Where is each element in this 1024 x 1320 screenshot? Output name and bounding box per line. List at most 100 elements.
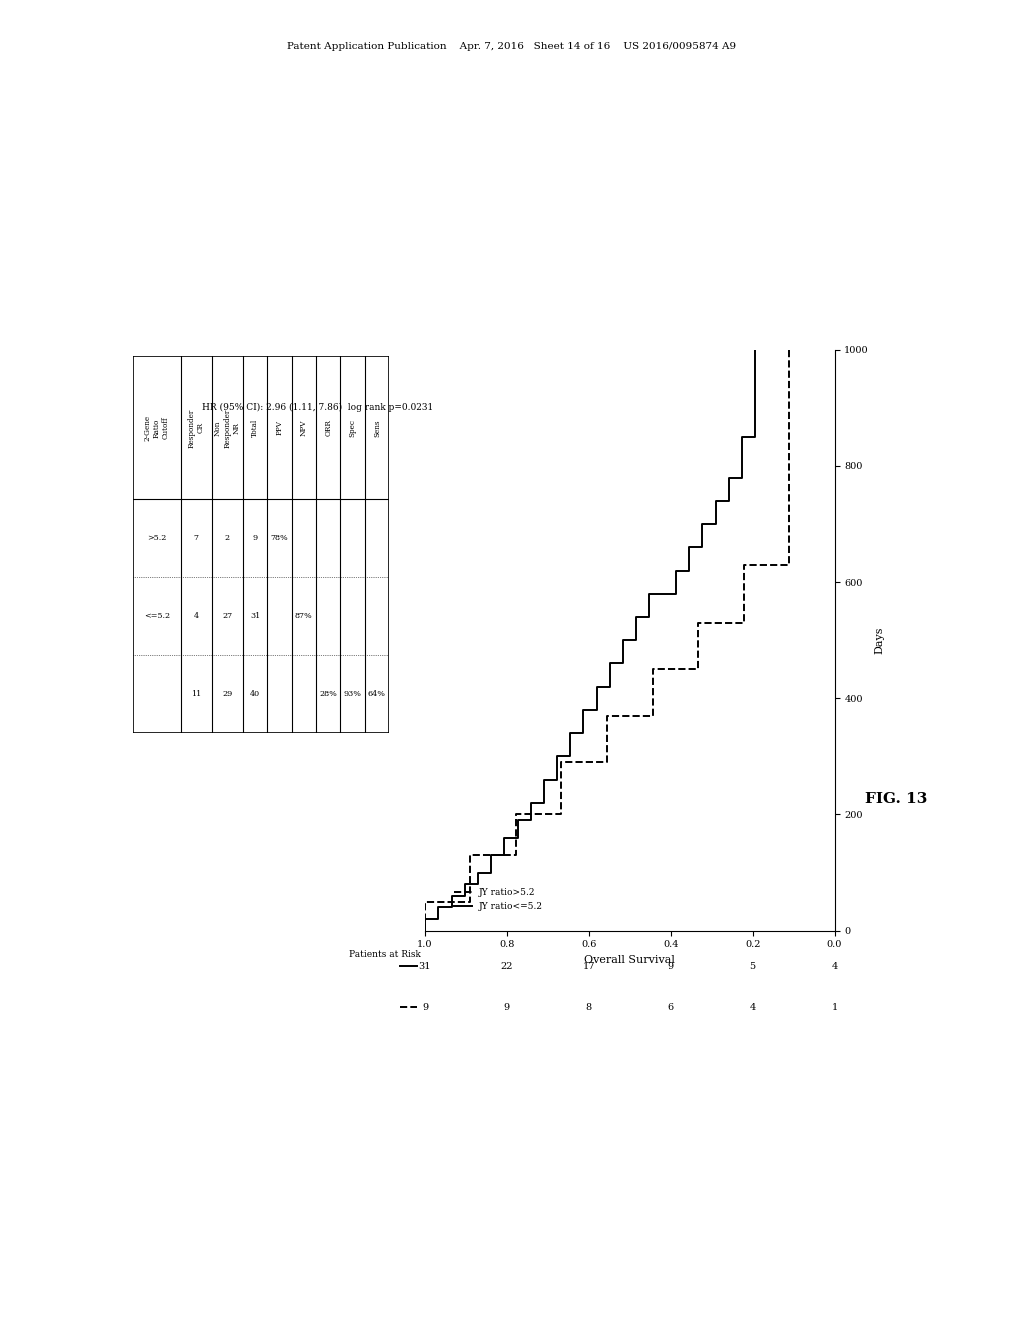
JY ratio>5.2: [555, 754, 567, 770]
Text: 9: 9: [253, 535, 258, 543]
JY ratio<=5.2: [670, 586, 682, 602]
JY ratio<=5.2: [472, 876, 484, 892]
JY ratio<=5.2: [564, 725, 577, 741]
Text: Patients at Risk: Patients at Risk: [349, 949, 421, 958]
JY ratio>5.2: [646, 661, 658, 677]
JY ratio<=5.2: [710, 492, 722, 508]
JY ratio>5.2: [510, 847, 522, 863]
Text: 7: 7: [194, 535, 199, 543]
Text: NPV: NPV: [300, 420, 308, 436]
JY ratio<=5.2: [499, 847, 511, 863]
Text: 2-Gene
Ratio
Cutoff: 2-Gene Ratio Cutoff: [143, 414, 170, 441]
JY ratio<=5.2: [643, 586, 655, 602]
JY ratio>5.2: [601, 708, 613, 723]
Text: Patent Application Publication    Apr. 7, 2016   Sheet 14 of 16    US 2016/00958: Patent Application Publication Apr. 7, 2…: [288, 42, 736, 51]
JY ratio<=5.2: [617, 632, 630, 648]
JY ratio<=5.2: [459, 876, 471, 892]
JY ratio<=5.2: [484, 865, 497, 880]
JY ratio<=5.2: [591, 702, 603, 718]
JY ratio<=5.2: [736, 429, 749, 445]
JY ratio<=5.2: [630, 609, 642, 624]
Text: 22: 22: [501, 961, 513, 970]
JY ratio<=5.2: [630, 632, 642, 648]
Text: 2: 2: [224, 535, 229, 543]
Text: 9: 9: [668, 961, 674, 970]
JY ratio<=5.2: [524, 795, 537, 810]
JY ratio>5.2: [783, 557, 796, 573]
JY ratio>5.2: [783, 342, 796, 358]
Text: 27: 27: [222, 612, 232, 620]
JY ratio<=5.2: [538, 772, 550, 788]
Text: HR (95% CI): 2.96 (1.11, 7.86)  log rank p=0.0231: HR (95% CI): 2.96 (1.11, 7.86) log rank …: [202, 404, 433, 412]
Text: 31: 31: [250, 612, 260, 620]
JY ratio<=5.2: [604, 678, 616, 694]
Text: 87%: 87%: [295, 612, 312, 620]
Text: 93%: 93%: [343, 690, 361, 698]
JY ratio<=5.2: [736, 470, 749, 486]
JY ratio>5.2: [737, 557, 750, 573]
Text: >5.2: >5.2: [147, 535, 167, 543]
JY ratio<=5.2: [551, 748, 563, 764]
JY ratio>5.2: [783, 487, 796, 503]
Y-axis label: Days: Days: [874, 627, 885, 653]
JY ratio<=5.2: [445, 888, 458, 904]
JY ratio<=5.2: [723, 470, 735, 486]
Text: PPV: PPV: [275, 420, 284, 436]
JY ratio<=5.2: [551, 772, 563, 788]
Text: 4: 4: [831, 961, 838, 970]
JY ratio<=5.2: [683, 540, 695, 556]
JY ratio>5.2: [601, 754, 613, 770]
Text: 28%: 28%: [319, 690, 337, 698]
Text: Sens: Sens: [373, 420, 381, 437]
Text: 4: 4: [750, 1003, 756, 1012]
JY ratio<=5.2: [670, 562, 682, 578]
Line: JY ratio<=5.2: JY ratio<=5.2: [425, 350, 755, 931]
Text: 9: 9: [504, 1003, 510, 1012]
Text: 6: 6: [668, 1003, 674, 1012]
JY ratio<=5.2: [499, 830, 511, 846]
JY ratio<=5.2: [524, 812, 537, 828]
JY ratio>5.2: [555, 807, 567, 822]
Text: 78%: 78%: [270, 535, 289, 543]
JY ratio<=5.2: [432, 911, 444, 927]
Text: 4: 4: [194, 612, 199, 620]
Text: <=5.2: <=5.2: [143, 612, 170, 620]
JY ratio<=5.2: [683, 562, 695, 578]
JY ratio>5.2: [783, 487, 796, 503]
JY ratio<=5.2: [578, 702, 590, 718]
JY ratio<=5.2: [511, 812, 523, 828]
X-axis label: Overall Survival: Overall Survival: [585, 954, 675, 965]
JY ratio<=5.2: [723, 492, 735, 508]
Text: 9: 9: [422, 1003, 428, 1012]
Text: ORR: ORR: [325, 420, 332, 437]
JY ratio<=5.2: [511, 830, 523, 846]
JY ratio>5.2: [464, 894, 476, 909]
Text: 1: 1: [831, 1003, 838, 1012]
JY ratio<=5.2: [459, 888, 471, 904]
JY ratio<=5.2: [591, 678, 603, 694]
Text: 11: 11: [191, 690, 202, 698]
JY ratio<=5.2: [749, 429, 761, 445]
JY ratio<=5.2: [710, 516, 722, 532]
Text: FIG. 13: FIG. 13: [865, 792, 927, 805]
Legend: JY ratio>5.2, JY ratio<=5.2: JY ratio>5.2, JY ratio<=5.2: [450, 884, 547, 915]
JY ratio<=5.2: [484, 847, 497, 863]
JY ratio<=5.2: [604, 656, 616, 672]
JY ratio<=5.2: [432, 899, 444, 915]
JY ratio>5.2: [419, 894, 431, 909]
Text: 40: 40: [250, 690, 260, 698]
Line: JY ratio>5.2: JY ratio>5.2: [425, 350, 790, 931]
Text: 31: 31: [419, 961, 431, 970]
JY ratio>5.2: [464, 847, 476, 863]
JY ratio<=5.2: [419, 911, 431, 927]
JY ratio<=5.2: [749, 342, 761, 358]
JY ratio>5.2: [510, 807, 522, 822]
JY ratio<=5.2: [578, 725, 590, 741]
JY ratio>5.2: [737, 615, 750, 631]
JY ratio<=5.2: [643, 609, 655, 624]
JY ratio<=5.2: [445, 899, 458, 915]
Text: Total: Total: [251, 418, 259, 437]
Text: Responder
CR: Responder CR: [187, 408, 205, 447]
JY ratio<=5.2: [472, 865, 484, 880]
JY ratio<=5.2: [564, 748, 577, 764]
